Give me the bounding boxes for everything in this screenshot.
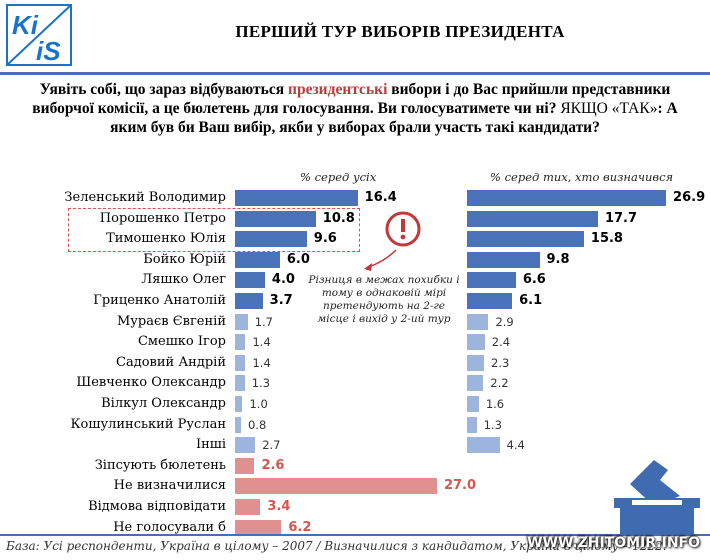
value-label-all: 1.4: [252, 335, 271, 350]
bar-all-respondents: [235, 313, 248, 330]
bar-all-respondents: [235, 272, 265, 289]
candidate-label: Шевченко Олександр: [76, 375, 226, 391]
question-part3: : А яким був би Ваш вибір, якби у вибора…: [110, 100, 678, 136]
bar-decided: [467, 375, 484, 392]
bar-all-respondents: [235, 375, 245, 392]
bar-decided: [467, 272, 516, 289]
value-label-decided: 1.6: [485, 397, 505, 411]
footer-divider: [0, 534, 710, 536]
candidate-label: Тимошенко Юлія: [106, 231, 226, 247]
bar-decided: [467, 416, 477, 433]
bar-all-respondents: [235, 437, 256, 454]
candidate-label: Смешко Ігор: [137, 334, 226, 350]
value-label-decided: 2.4: [491, 335, 511, 350]
value-label-decided: 2.9: [495, 314, 514, 329]
bar-all-respondents: [235, 354, 246, 371]
exclamation-circle-icon: [385, 211, 421, 247]
bar-all-respondents: [235, 478, 437, 495]
chart-left-title: % серед усіх: [300, 170, 377, 184]
value-label-decided: 4.4: [506, 438, 525, 453]
value-label-all: 4.0: [271, 272, 295, 288]
bar-all-respondents: [235, 519, 282, 536]
bar-decided: [467, 190, 667, 206]
value-label-all: 1.3: [251, 376, 271, 391]
bar-all-respondents: [235, 231, 307, 248]
candidate-label: Зеленський Володимир: [64, 190, 226, 205]
value-label-all: 1.4: [252, 355, 271, 370]
value-label-all: 2.7: [262, 438, 281, 453]
candidate-label: Не визначилися: [113, 478, 226, 494]
candidate-label: Ляшко Олег: [141, 272, 226, 288]
value-label-decided: 2.2: [490, 376, 509, 391]
value-label-decided: 17.7: [604, 210, 638, 226]
bar-decided: [467, 313, 489, 330]
watermark: WWW.ZHITOMIR.INFO: [527, 535, 700, 551]
candidate-label: Мураєв Євгеній: [116, 313, 226, 329]
bar-all-respondents: [235, 251, 280, 268]
value-label-all: 27.0: [443, 478, 477, 494]
bar-decided: [467, 210, 598, 227]
question-part1: Уявіть собі, що зараз відбуваються: [39, 81, 289, 98]
value-label-all: 9.6: [313, 231, 337, 247]
value-label-decided: 1.3: [483, 417, 502, 432]
logo-text-top: Ki: [12, 10, 39, 40]
value-label-decided: 26.9: [673, 190, 706, 205]
annotation-note: Різниця в межах похибки і тому в однаков…: [308, 274, 460, 325]
bar-all-respondents: [235, 293, 263, 309]
value-label-all: 3.7: [269, 293, 293, 308]
candidate-label: Відмова відповідати: [88, 499, 226, 514]
value-label-decided: 2.3: [491, 355, 510, 370]
candidate-label: Порошенко Петро: [99, 210, 226, 226]
question-part2: вибори і до Вас прийшли представники виб…: [32, 81, 671, 117]
value-label-all: 1.0: [249, 397, 268, 411]
value-label-all: 1.7: [254, 314, 273, 329]
value-label-decided: 9.8: [546, 251, 570, 267]
value-label-all: 3.4: [267, 499, 291, 514]
arrow-icon: [364, 249, 397, 271]
bar-decided: [467, 251, 540, 268]
bar-all-respondents: [235, 190, 358, 206]
value-label-decided: 6.1: [519, 293, 543, 308]
candidate-label: Інші: [195, 437, 226, 453]
bar-all-respondents: [235, 499, 261, 515]
logo-text-bottom: iS: [36, 36, 61, 66]
bar-decided: [467, 354, 485, 371]
value-label-all: 16.4: [364, 190, 397, 205]
bar-decided: [467, 437, 500, 454]
candidate-label: Бойко Юрій: [143, 251, 226, 267]
value-label-decided: 15.8: [590, 231, 623, 247]
bar-decided: [467, 334, 485, 351]
highlight-frame: [68, 208, 360, 252]
bar-decided: [467, 231, 584, 248]
value-label-all: 0.8: [247, 417, 267, 432]
bar-all-respondents: [235, 416, 241, 433]
question-condition: ЯКЩО «ТАК»: [560, 100, 658, 117]
bar-all-respondents: [235, 210, 316, 227]
bar-all-respondents: [235, 334, 246, 351]
bar-all-respondents: [235, 396, 243, 412]
ballot-box-icon: [614, 460, 700, 534]
chart-right-title: % серед тих, хто визначився: [490, 170, 674, 184]
candidate-label: Вілкул Олександр: [101, 396, 226, 411]
candidate-label: Зіпсують бюлетень: [94, 457, 226, 473]
value-label-decided: 6.6: [522, 272, 546, 288]
header-divider: [0, 72, 710, 75]
candidate-label: Садовий Андрій: [116, 354, 226, 370]
bar-all-respondents: [235, 457, 255, 474]
candidate-label: Гриценко Анатолій: [93, 293, 226, 308]
candidate-label: Кошулинський Руслан: [70, 416, 226, 432]
value-label-all: 6.2: [288, 519, 312, 535]
candidate-label: Не голосували б: [113, 519, 226, 535]
value-label-all: 10.8: [322, 210, 355, 226]
footer-base-note: База: Усі респонденти, Україна в цілому …: [6, 539, 667, 553]
bar-decided: [467, 293, 513, 309]
question-highlight: президентські: [288, 81, 388, 98]
value-label-all: 2.6: [261, 457, 285, 473]
value-label-all: 6.0: [286, 251, 310, 267]
kiis-logo: Ki iS: [6, 4, 72, 66]
bar-decided: [467, 396, 479, 412]
survey-question: Уявіть собі, що зараз відбуваються прези…: [30, 80, 680, 137]
page-title: ПЕРШИЙ ТУР ВИБОРІВ ПРЕЗИДЕНТА: [235, 22, 565, 41]
